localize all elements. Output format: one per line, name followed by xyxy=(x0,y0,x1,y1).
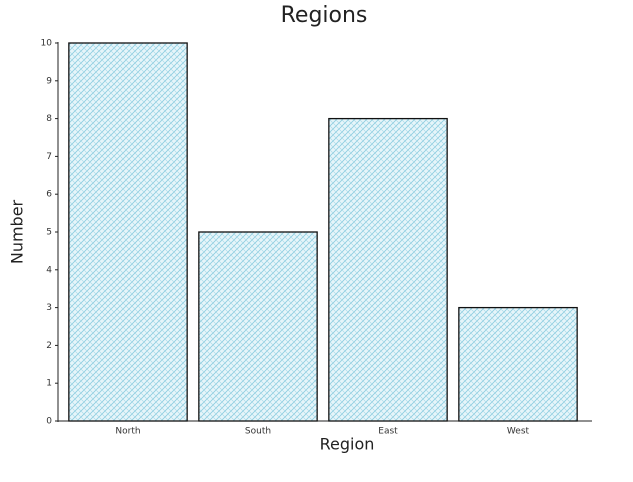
bar xyxy=(198,231,318,422)
y-tick-label: 7 xyxy=(46,152,52,162)
bar xyxy=(328,117,448,422)
bar xyxy=(68,42,188,422)
x-axis-label: Region xyxy=(320,435,375,454)
y-tick-label: 0 xyxy=(46,417,52,427)
y-tick-label: 5 xyxy=(46,228,52,238)
x-tick-label: West xyxy=(507,427,530,437)
y-tick-label: 9 xyxy=(46,76,52,86)
x-tick-label: East xyxy=(378,427,398,437)
y-tick-label: 10 xyxy=(41,39,53,49)
chart-title: Regions xyxy=(281,3,368,28)
x-tick-label: South xyxy=(245,427,271,437)
y-tick-label: 3 xyxy=(46,303,52,313)
y-tick-label: 6 xyxy=(46,190,52,200)
y-tick-label: 1 xyxy=(46,379,52,389)
y-tick-label: 4 xyxy=(46,265,52,275)
bar xyxy=(458,306,578,422)
y-tick-label: 8 xyxy=(46,114,52,124)
y-tick-label: 2 xyxy=(46,341,52,351)
y-axis-label: Number xyxy=(8,199,27,264)
x-tick-label: North xyxy=(115,427,140,437)
